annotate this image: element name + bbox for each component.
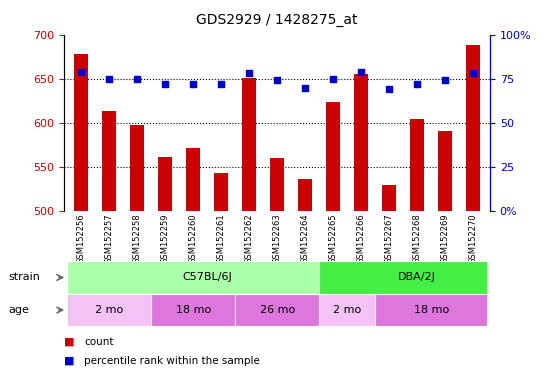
Text: GSM152265: GSM152265 [329,214,338,264]
Text: 26 mo: 26 mo [260,305,295,315]
Bar [326,102,340,211]
Bar [382,185,396,211]
Point [357,69,366,75]
Bar [242,78,256,211]
Text: GSM152260: GSM152260 [189,214,198,264]
Text: GSM152259: GSM152259 [161,214,170,264]
Text: GSM152266: GSM152266 [357,214,366,265]
Text: GSM152263: GSM152263 [273,214,282,265]
Bar [375,294,487,326]
Text: GSM152270: GSM152270 [469,214,478,264]
Bar [214,173,228,211]
Point [469,70,478,76]
Bar [466,45,480,211]
Text: GSM152258: GSM152258 [133,214,142,264]
Text: percentile rank within the sample: percentile rank within the sample [84,356,260,366]
Bar [410,119,424,211]
Bar [438,131,452,211]
Bar [319,261,487,294]
Bar [354,74,368,211]
Point [385,86,394,93]
Bar [270,158,284,211]
Point [273,78,282,84]
Text: GSM152257: GSM152257 [105,214,114,264]
Point [161,81,170,87]
Text: strain: strain [8,272,40,283]
Point [245,70,254,76]
Text: 2 mo: 2 mo [333,305,361,315]
Text: 18 mo: 18 mo [176,305,211,315]
Bar [67,294,151,326]
Bar [67,261,319,294]
Point [217,81,226,87]
Point [133,76,142,82]
Bar [102,111,116,211]
Point [77,69,86,75]
Point [189,81,198,87]
Text: ■: ■ [64,356,75,366]
Bar [151,294,235,326]
Text: 18 mo: 18 mo [414,305,449,315]
Point [441,78,450,84]
Text: GSM152256: GSM152256 [77,214,86,264]
Text: GSM152269: GSM152269 [441,214,450,264]
Text: GSM152268: GSM152268 [413,214,422,265]
Text: GSM152262: GSM152262 [245,214,254,264]
Bar [74,54,88,211]
Text: DBA/2J: DBA/2J [398,272,436,283]
Text: ■: ■ [64,337,75,347]
Bar [186,147,200,211]
Text: 2 mo: 2 mo [95,305,123,315]
Point [105,76,114,82]
Text: count: count [84,337,114,347]
Text: GDS2929 / 1428275_at: GDS2929 / 1428275_at [197,13,358,27]
Bar [298,179,312,211]
Point [413,81,422,87]
Bar [158,157,172,211]
Point [301,84,310,91]
Bar [235,294,319,326]
Text: GSM152264: GSM152264 [301,214,310,264]
Text: age: age [8,305,29,315]
Text: GSM152261: GSM152261 [217,214,226,264]
Text: C57BL/6J: C57BL/6J [183,272,232,283]
Bar [130,125,144,211]
Text: GSM152267: GSM152267 [385,214,394,265]
Point [329,76,338,82]
Bar [319,294,375,326]
